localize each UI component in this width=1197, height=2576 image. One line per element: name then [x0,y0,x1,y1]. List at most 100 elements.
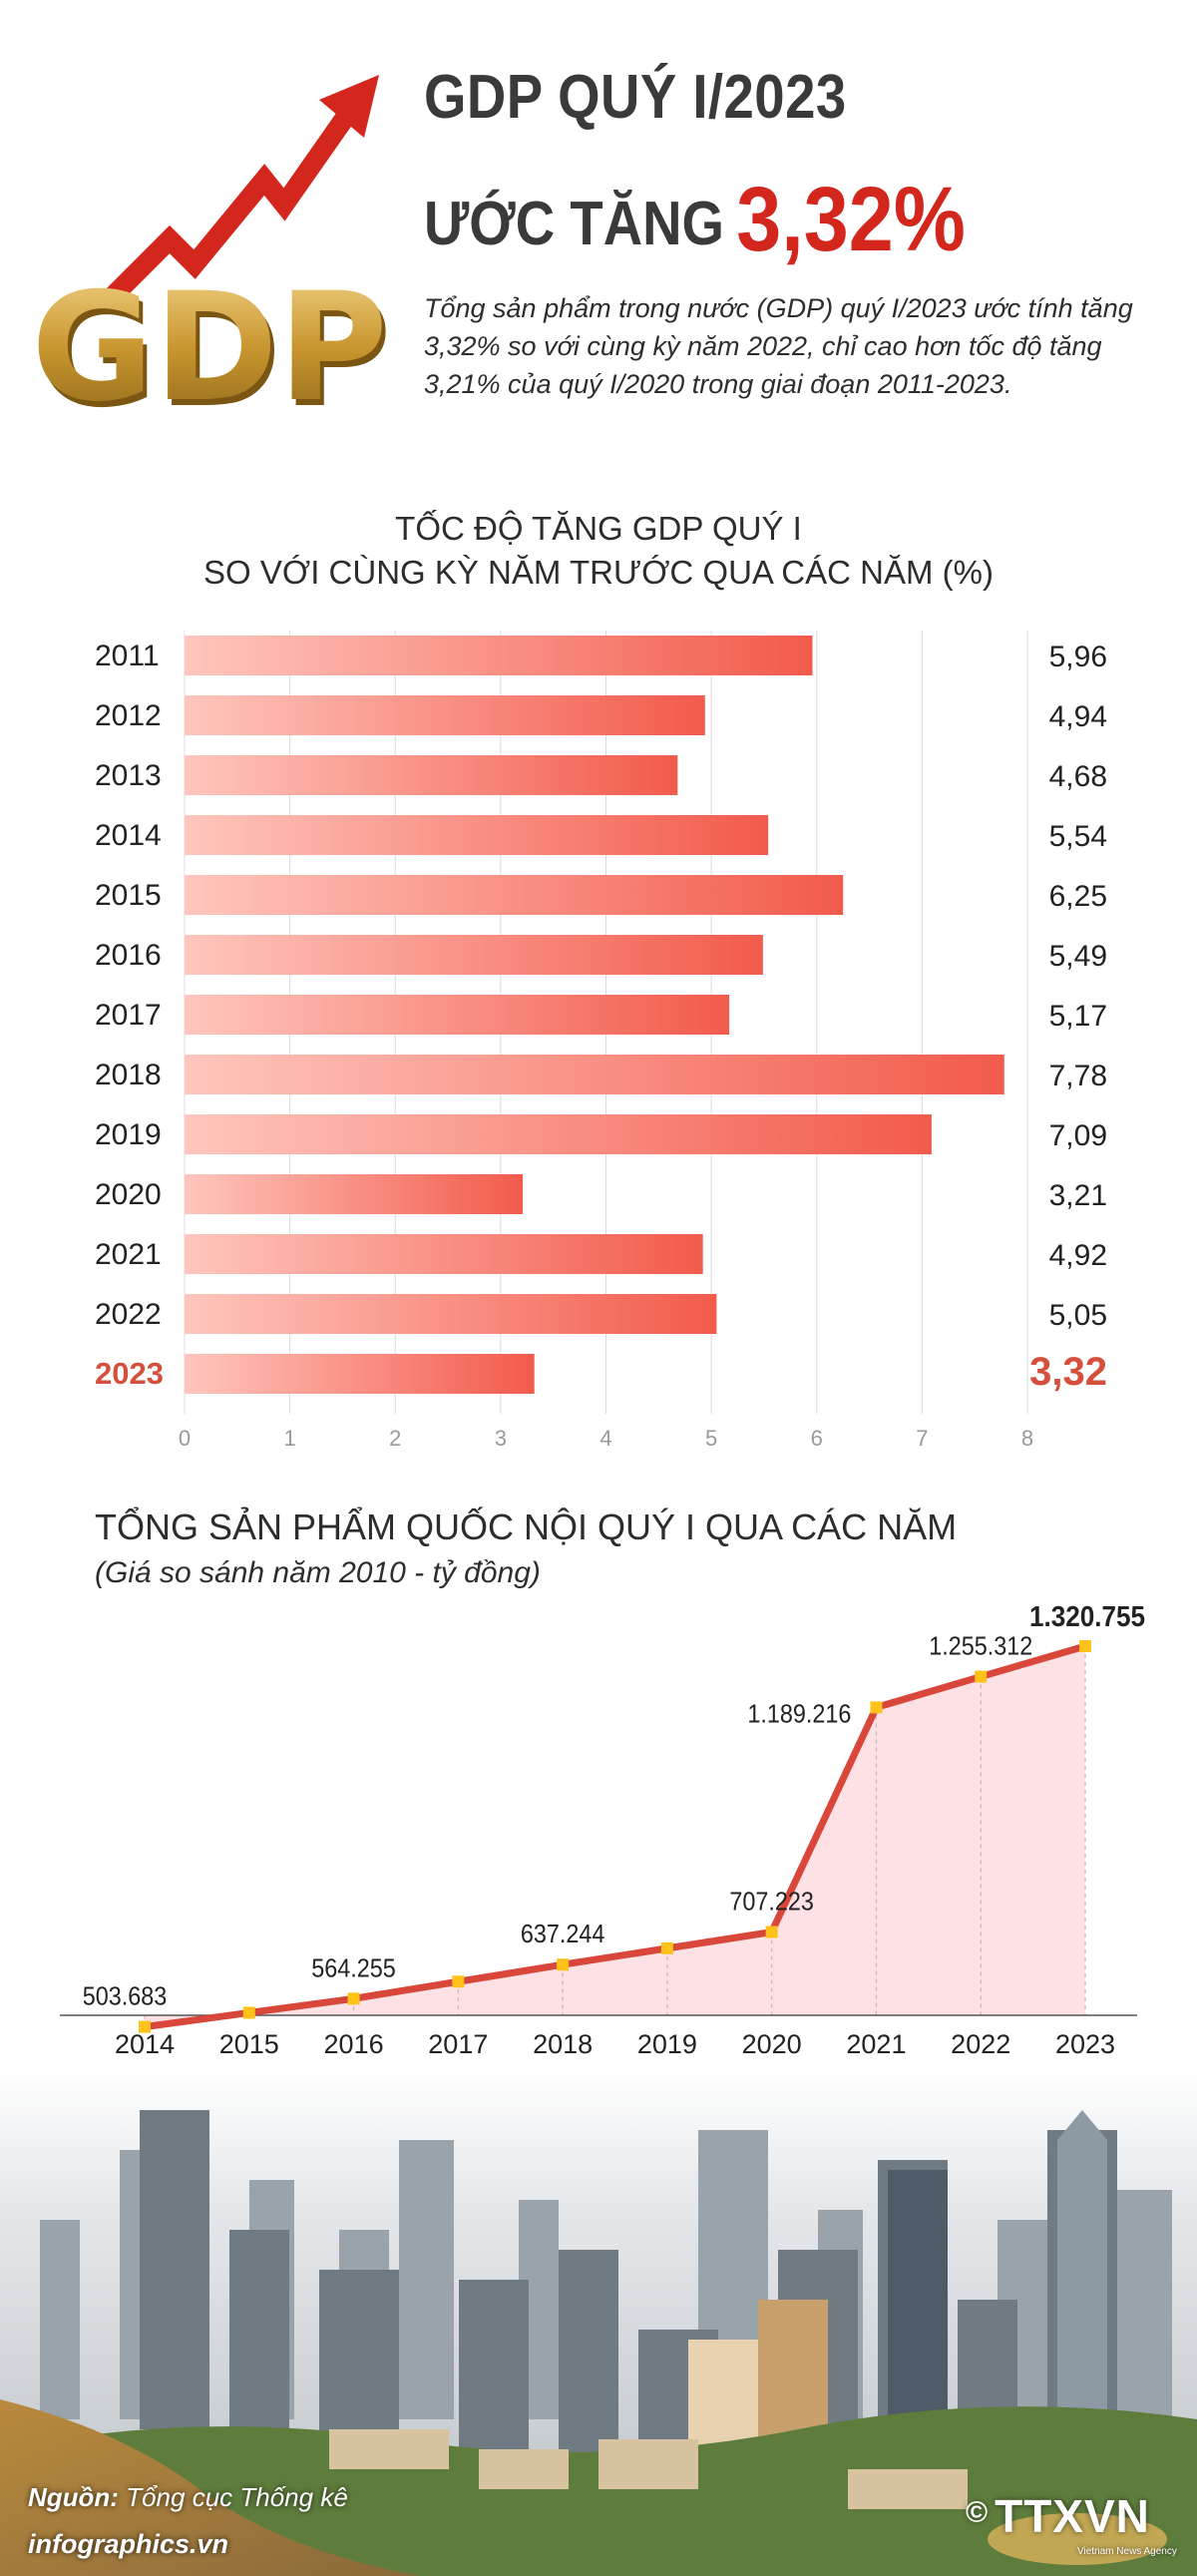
x-tick-label: 8 [1021,1426,1033,1447]
x-tick-label: 2015 [219,2029,279,2059]
x-tick-label: 2018 [533,2029,593,2059]
x-tick-label: 7 [916,1426,928,1447]
area-fill [145,1646,1085,2027]
data-point [975,1670,988,1683]
x-tick-label: 2016 [324,2029,384,2059]
value-label: 3,21 [1049,1179,1107,1212]
data-point [870,1701,883,1714]
data-point [660,1941,673,1954]
value-label: 6,25 [1049,880,1107,913]
headline-prefix: ƯỚC TĂNG [424,190,724,258]
bar [185,1114,932,1154]
intro-text: Tổng sản phẩm trong nước (GDP) quý I/202… [424,293,1133,399]
x-tick-label: 1 [284,1426,296,1447]
line-chart-subtitle: (Giá so sánh năm 2010 - tỷ đồng) [95,1556,541,1589]
data-label: 1.255.312 [929,1632,1032,1660]
category-label: 2017 [95,999,162,1032]
data-label: 637.244 [521,1921,605,1948]
category-label: 2012 [95,699,162,732]
agency-logo: © TTXVN [966,2489,1150,2543]
bar [185,935,763,975]
x-tick-label: 4 [599,1426,611,1447]
copyright-icon: © [966,2496,990,2529]
page-title: GDP QUÝ I/2023 [424,63,847,132]
data-point [557,1958,570,1971]
value-label: 7,09 [1049,1119,1107,1152]
category-label: 2016 [95,939,162,972]
x-tick-label: 2021 [846,2029,906,2059]
series-line [144,1642,1086,2031]
x-tick-label: 2020 [742,2029,802,2059]
site-link[interactable]: infographics.vn [28,2529,229,2559]
value-label: 4,92 [1049,1239,1107,1272]
category-label: 2014 [95,819,162,852]
category-label: 2013 [95,759,162,792]
headline-value: 3,32% [736,169,966,270]
bar [185,1234,703,1274]
value-label: 5,05 [1049,1299,1107,1332]
value-label: 5,17 [1049,1000,1107,1033]
data-point [242,2006,255,2019]
value-label: 5,96 [1049,641,1107,673]
bar-chart: 0 1 2 3 4 5 6 7 8 2011 5,96 2012 4,94 2013 4,68 2014 5,5… [95,631,1107,1447]
category-label: 2011 [95,640,160,672]
line-chart: 2014 503.683 2015 2016 564.255 2017 2018 637.24… [60,1600,1145,2059]
value-label: 7,78 [1049,1060,1107,1092]
value-label: 4,68 [1049,760,1107,793]
data-label: 564.255 [311,1954,396,1982]
x-tick-label: 2023 [1055,2029,1115,2059]
agency-subtitle: Vietnam News Agency [1077,2546,1177,2557]
x-tick-label: 2022 [951,2029,1010,2059]
data-point [347,1992,360,2005]
bar [185,1294,717,1334]
bar [185,1055,1004,1094]
source-text: Nguồn: Tổng cục Thống kê [28,2482,348,2513]
bar [185,636,813,675]
bar [185,695,705,735]
category-label: 2023 [95,1356,164,1391]
bar [185,995,730,1035]
gdp-logo-shadow: GDP [35,267,392,429]
bar [185,1354,535,1394]
bar [185,755,678,795]
category-label: 2018 [95,1059,162,1091]
category-label: 2020 [95,1178,162,1211]
data-point [765,1926,778,1938]
source-value: Tổng cục Thống kê [126,2482,348,2512]
data-label: 503.683 [83,1983,168,2011]
x-tick-label: 2019 [637,2029,697,2059]
x-tick-label: 6 [811,1426,823,1447]
x-tick-label: 5 [705,1426,717,1447]
data-label: 707.223 [729,1888,814,1916]
data-label: 1.320.755 [1029,1600,1145,1633]
bar [185,815,769,855]
x-tick-label: 2014 [115,2029,175,2059]
bar [185,1174,524,1214]
data-point [452,1975,465,1988]
x-tick-label: 3 [495,1426,507,1447]
value-label: 3,32 [1029,1350,1107,1394]
value-label: 5,54 [1049,820,1107,853]
gdp-logo: GDP GDP [31,75,392,429]
x-tick-label: 2 [389,1426,401,1447]
value-label: 4,94 [1049,700,1107,733]
category-label: 2019 [95,1118,162,1151]
page-subtitle: ƯỚC TĂNG 3,32% [424,168,966,272]
data-point [1079,1640,1091,1652]
category-label: 2021 [95,1238,162,1271]
bar [185,875,844,915]
data-point [139,2020,151,2033]
data-label: 1.189.216 [747,1700,851,1728]
line-chart-title: TỔNG SẢN PHẨM QUỐC NỘI QUÝ I QUA CÁC NĂM [95,1506,958,1547]
rising-arrow-icon [102,99,363,307]
x-tick-label: 2017 [428,2029,488,2059]
bar-chart-title-line1: TỐC ĐỘ TĂNG GDP QUÝ I [395,510,802,547]
x-tick-label: 0 [179,1426,191,1447]
agency-name: TTXVN [995,2490,1150,2542]
source-label: Nguồn: [28,2482,119,2512]
city-skyline-image [0,2070,1197,2576]
bar-chart-title-line2: SO VỚI CÙNG KỲ NĂM TRƯỚC QUA CÁC NĂM (%) [203,554,994,591]
category-label: 2015 [95,879,162,912]
category-label: 2022 [95,1298,162,1331]
gdp-logo-text: GDP [31,261,388,429]
